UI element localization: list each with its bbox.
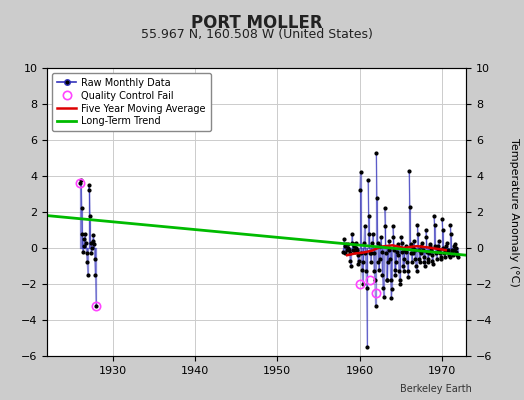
Legend: Raw Monthly Data, Quality Control Fail, Five Year Moving Average, Long-Term Tren: Raw Monthly Data, Quality Control Fail, … bbox=[52, 73, 211, 131]
Text: 55.967 N, 160.508 W (United States): 55.967 N, 160.508 W (United States) bbox=[141, 28, 373, 41]
Y-axis label: Temperature Anomaly (°C): Temperature Anomaly (°C) bbox=[509, 138, 519, 286]
Text: Berkeley Earth: Berkeley Earth bbox=[400, 384, 472, 394]
Text: PORT MOLLER: PORT MOLLER bbox=[191, 14, 323, 32]
